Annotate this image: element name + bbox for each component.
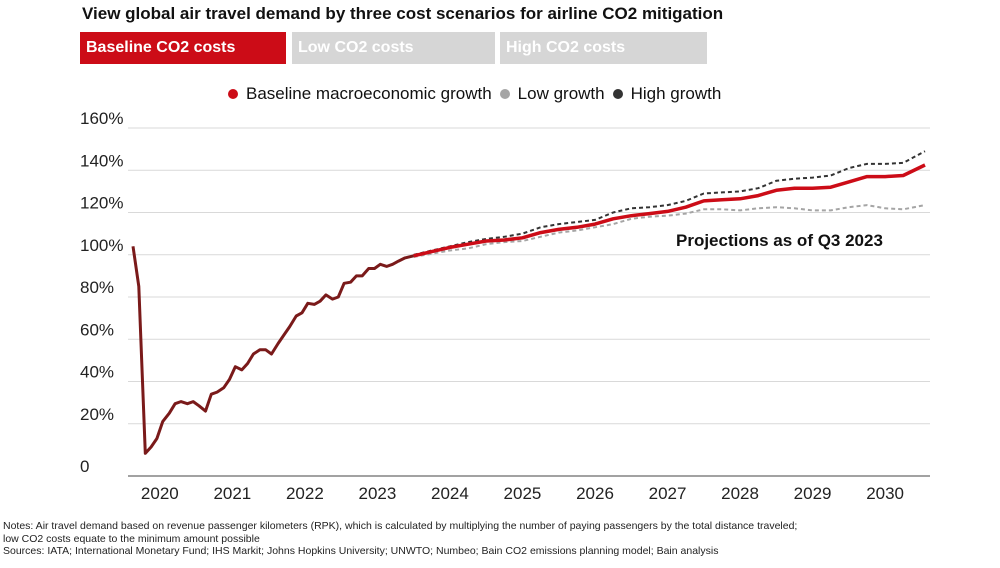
series-line-low	[413, 204, 926, 258]
series-line-history	[131, 246, 415, 455]
chart-legend: Baseline macroeconomic growth Low growth…	[228, 84, 729, 104]
legend-item-high: High growth	[612, 84, 722, 104]
x-tick-label: 2023	[359, 484, 397, 503]
y-tick-label: 80%	[80, 278, 114, 297]
x-tick-label: 2021	[213, 484, 251, 503]
y-tick-label: 100%	[80, 236, 123, 255]
chart-title: View global air travel demand by three c…	[82, 4, 724, 23]
tab-baseline-co2-costs[interactable]: Baseline CO2 costs	[80, 32, 286, 64]
y-tick-label: 140%	[80, 151, 123, 170]
y-tick-label: 60%	[80, 320, 114, 339]
chart-notes: Notes: Air travel demand based on revenu…	[3, 520, 797, 558]
y-tick-label: 0	[80, 457, 89, 476]
legend-label-high: High growth	[630, 84, 722, 103]
y-axis-ticks: 0 20% 40% 60% 80% 100% 120% 140% 160%	[80, 109, 123, 476]
y-tick-label: 160%	[80, 109, 123, 128]
notes-line-3: Sources: IATA; International Monetary Fu…	[3, 545, 719, 557]
series-line-baseline	[413, 163, 926, 258]
series-line-high	[413, 150, 926, 256]
y-tick-label: 20%	[80, 405, 114, 424]
tab-high-co2-costs[interactable]: High CO2 costs	[500, 32, 707, 64]
legend-label-baseline: Baseline macroeconomic growth	[246, 84, 492, 103]
series-lines	[131, 150, 926, 455]
legend-marker-baseline	[228, 89, 238, 99]
x-tick-label: 2030	[866, 484, 904, 503]
y-tick-label: 120%	[80, 194, 123, 213]
x-tick-label: 2022	[286, 484, 324, 503]
legend-item-baseline: Baseline macroeconomic growth	[228, 84, 492, 104]
x-tick-label: 2026	[576, 484, 614, 503]
tab-low-co2-costs[interactable]: Low CO2 costs	[292, 32, 495, 64]
gridlines	[128, 127, 930, 425]
projection-annotation: Projections as of Q3 2023	[676, 231, 883, 250]
x-tick-label: 2025	[504, 484, 542, 503]
x-axis-ticks: 2020 2021 2022 2023 2024 2025 2026 2027 2028 2029…	[141, 484, 904, 503]
y-tick-label: 40%	[80, 363, 114, 382]
x-tick-label: 2027	[649, 484, 687, 503]
x-tick-label: 2029	[794, 484, 832, 503]
notes-line-1: Notes: Air travel demand based on revenu…	[3, 520, 798, 532]
x-tick-label: 2024	[431, 484, 469, 503]
legend-label-low: Low growth	[517, 84, 605, 103]
x-tick-label: 2020	[141, 484, 179, 503]
legend-marker-low	[499, 89, 510, 99]
legend-item-low: Low growth	[499, 84, 605, 104]
notes-line-2: low CO2 costs equate to the minimum amou…	[3, 532, 260, 545]
x-tick-label: 2028	[721, 484, 759, 503]
legend-marker-high	[612, 89, 623, 99]
